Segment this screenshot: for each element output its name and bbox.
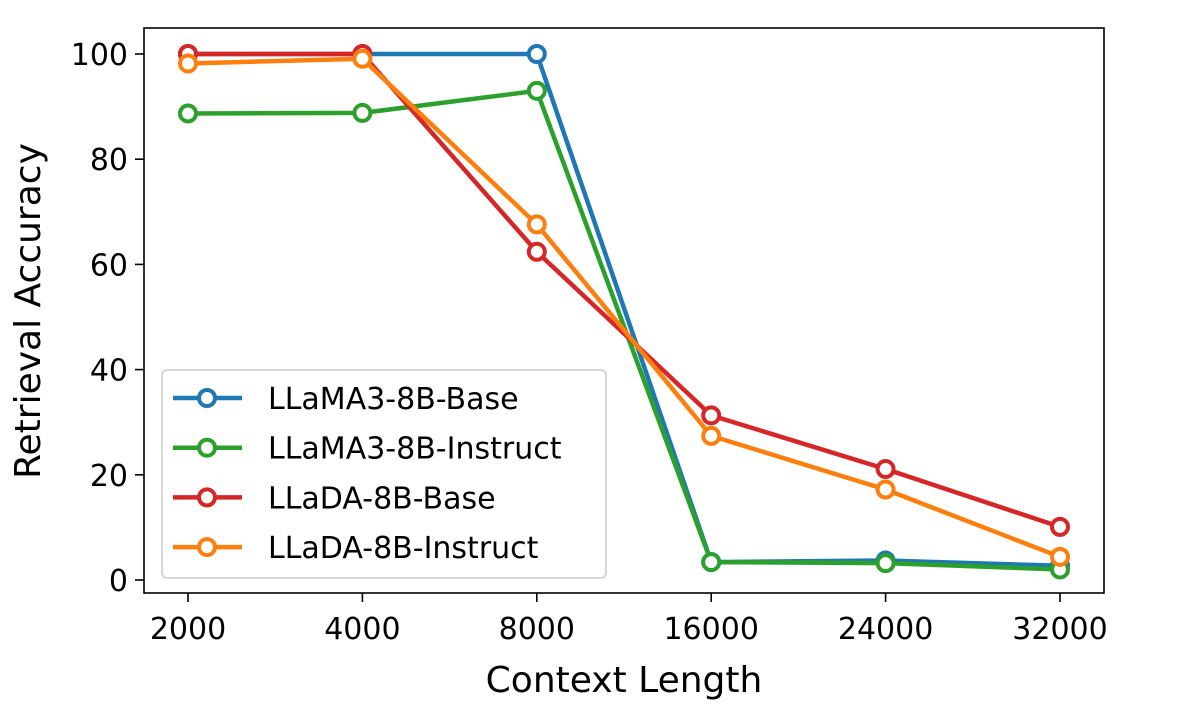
- legend-box: [161, 369, 607, 579]
- data-point: [875, 479, 896, 500]
- legend: LLaMA3-8B-Base LLaMA3-8B-Instruct LLaDA-8B…: [161, 369, 607, 579]
- x-tick-label: 2000: [150, 612, 226, 647]
- data-point: [526, 214, 547, 235]
- data-point: [701, 552, 722, 573]
- data-point: [352, 102, 373, 123]
- plot-frame: [143, 27, 1105, 594]
- x-tick-label: 16000: [663, 612, 758, 647]
- data-point: [526, 80, 547, 101]
- legend-marker: [197, 537, 217, 558]
- data-point: [178, 53, 198, 74]
- data-point: [1050, 546, 1070, 567]
- data-point: [526, 241, 547, 262]
- series-3: [178, 48, 1070, 567]
- legend-marker: [197, 388, 217, 408]
- legend-label: LLaMA3-8B-Base: [268, 382, 519, 417]
- legend-item: LLaMA3-8B-Instruct: [173, 432, 562, 467]
- data-point: [875, 553, 896, 574]
- data-point: [875, 459, 896, 480]
- x-tick-label: 24000: [838, 612, 933, 647]
- y-tick-label: 20: [90, 459, 128, 494]
- y-tick-label: 100: [71, 38, 128, 73]
- y-axis-label: Retrieval Accuracy: [8, 143, 49, 479]
- legend-item: LLaMA3-8B-Base: [173, 382, 519, 417]
- legend-label: LLaMA3-8B-Instruct: [268, 432, 562, 467]
- x-tick-label: 4000: [324, 612, 400, 647]
- y-tick-label: 0: [109, 564, 128, 599]
- data-point: [352, 48, 373, 69]
- y-tick-label: 40: [90, 354, 128, 389]
- data-point: [701, 425, 722, 446]
- y-tick-label: 60: [90, 248, 128, 283]
- data-point: [1050, 516, 1070, 537]
- data-point: [526, 44, 547, 64]
- data-point: [178, 103, 198, 124]
- legend-label: LLaDA-8B-Instruct: [268, 531, 539, 566]
- legend-marker: [197, 437, 217, 458]
- legend-marker: [197, 487, 217, 508]
- series-line: [185, 88, 1063, 572]
- x-tick-label: 8000: [499, 612, 575, 647]
- x-tick-label: 32000: [1012, 612, 1107, 647]
- series-line: [185, 56, 1063, 560]
- y-tick-label: 80: [90, 143, 128, 178]
- legend-item: LLaDA-8B-Instruct: [173, 531, 539, 566]
- x-axis-label: Context Length: [486, 660, 763, 700]
- legend-label: LLaDA-8B-Base: [268, 481, 496, 516]
- data-point: [701, 405, 722, 426]
- legend-item: LLaDA-8B-Base: [173, 481, 496, 516]
